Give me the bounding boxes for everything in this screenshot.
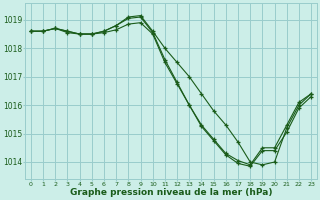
X-axis label: Graphe pression niveau de la mer (hPa): Graphe pression niveau de la mer (hPa)	[70, 188, 272, 197]
